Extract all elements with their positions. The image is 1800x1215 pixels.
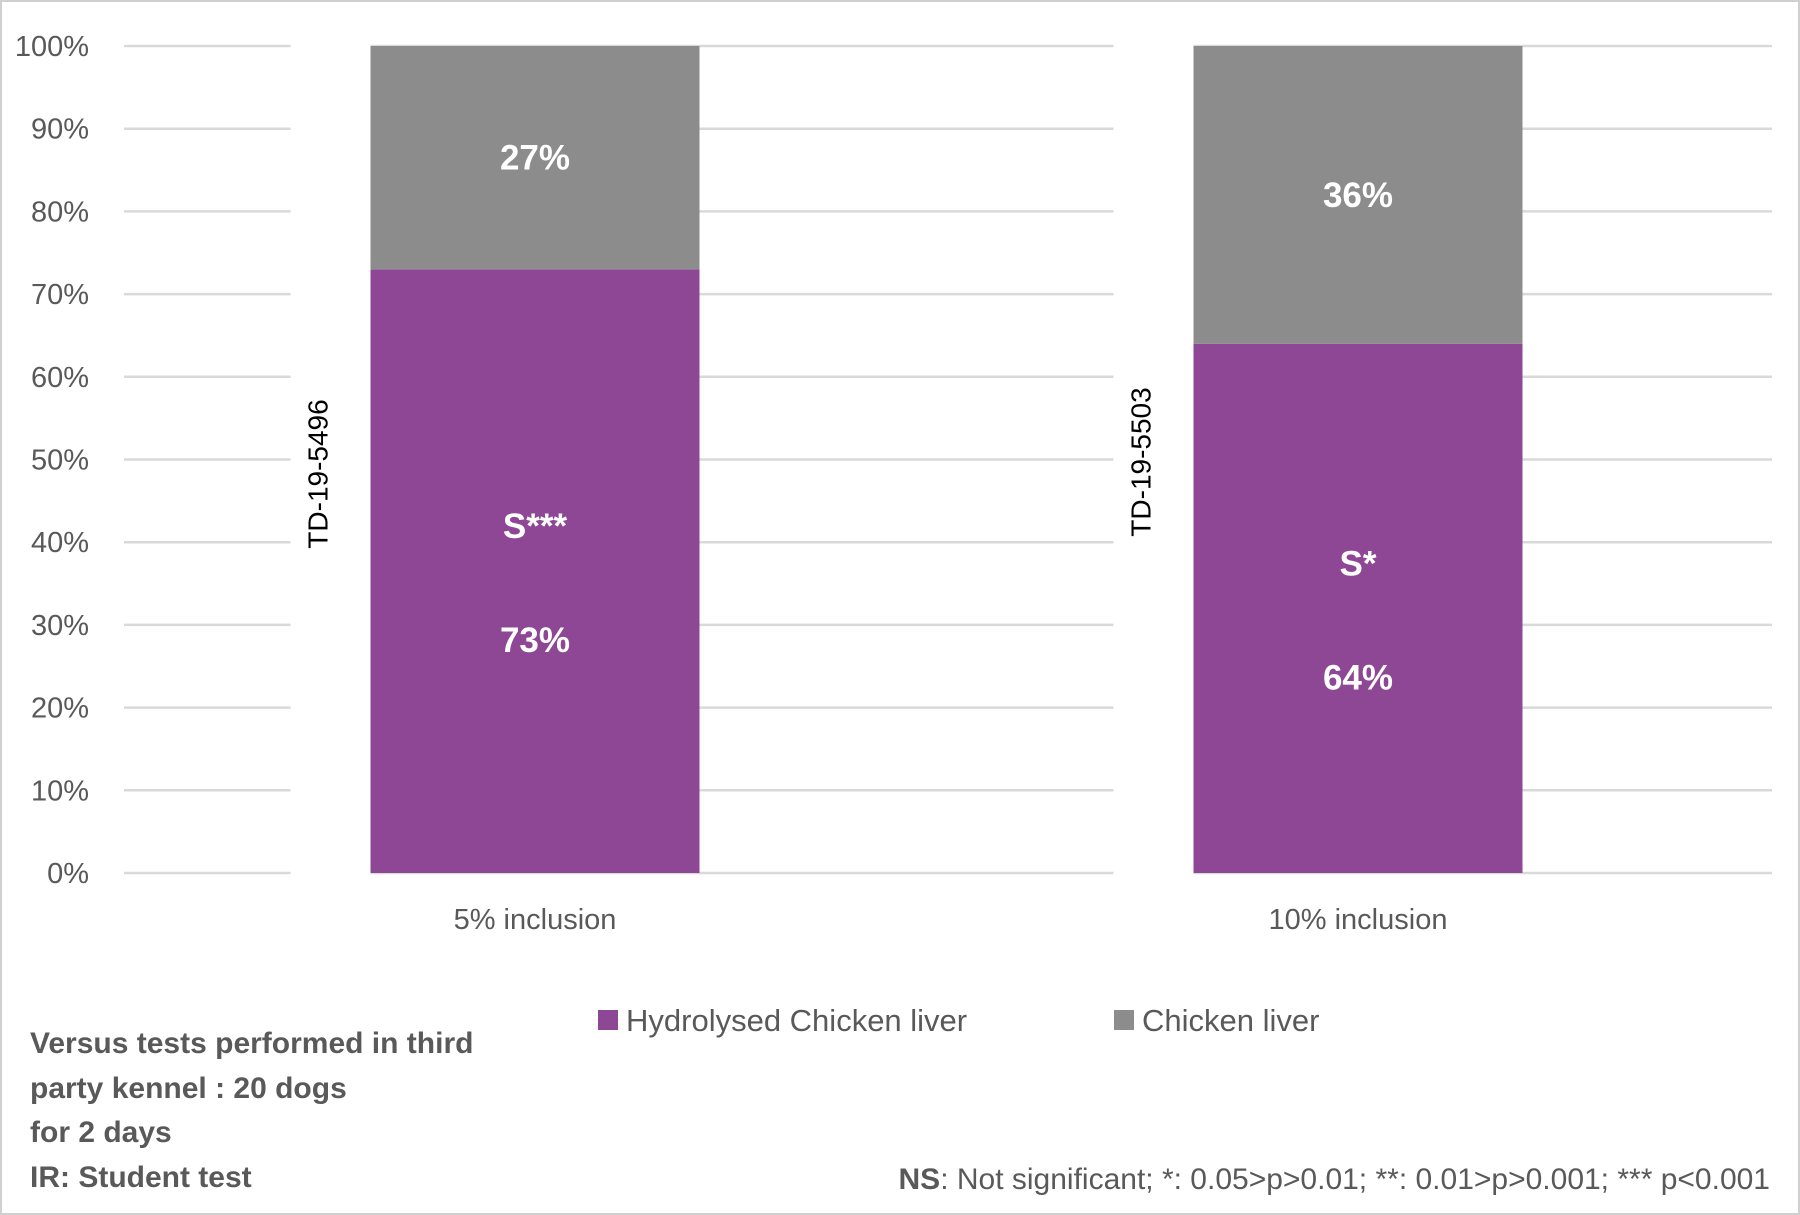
y-tick-label: 70% bbox=[31, 279, 89, 311]
bar-segment bbox=[370, 269, 700, 873]
y-tick-label: 60% bbox=[31, 362, 89, 394]
x-axis: 5% inclusion 10% inclusion bbox=[454, 904, 1448, 936]
legend-item-chicken-liver: Chicken liver bbox=[1114, 1003, 1319, 1039]
legend-item-hydrolysed-chicken-liver: Hydrolysed Chicken liver bbox=[598, 1003, 967, 1039]
data-label: 64% bbox=[1323, 658, 1393, 697]
y-tick-label: 80% bbox=[31, 196, 89, 228]
bars: S*** 73% 27% TD-19-5496 S* 64% 36% TD-19-5503 bbox=[290, 43, 1523, 876]
data-label: 27% bbox=[500, 139, 570, 178]
y-tick-label: 0% bbox=[47, 858, 89, 890]
significance-key: NS bbox=[898, 1163, 941, 1196]
data-label: 73% bbox=[500, 621, 570, 660]
y-tick-label: 40% bbox=[31, 527, 89, 559]
bar-id-label: TD-19-5496 bbox=[303, 399, 334, 548]
y-tick-label: 10% bbox=[31, 775, 89, 807]
stacked-bar-chart: 0% 10% 20% 30% 40% 50% 60% 70% 80% 90% 100% S*** 73… bbox=[15, 31, 1772, 936]
bar-segment bbox=[1193, 46, 1523, 344]
bar-segment bbox=[1193, 343, 1523, 874]
legend-swatch bbox=[1114, 1010, 1134, 1030]
significance-note: NS: Not significant; *: 0.05>p>0.01; **:… bbox=[899, 1163, 1770, 1197]
note-line: for 2 days bbox=[30, 1116, 172, 1149]
x-category-label: 10% inclusion bbox=[1269, 904, 1448, 936]
y-tick-label: 100% bbox=[15, 31, 89, 63]
legend-label: Chicken liver bbox=[1142, 1003, 1320, 1038]
x-category-label: 5% inclusion bbox=[454, 904, 617, 936]
legend-label: Hydrolysed Chicken liver bbox=[626, 1003, 968, 1038]
significance-label: S*** bbox=[503, 507, 568, 546]
y-tick-label: 50% bbox=[31, 445, 89, 477]
y-axis: 0% 10% 20% 30% 40% 50% 60% 70% 80% 90% 100% bbox=[15, 31, 89, 890]
bar-segment bbox=[370, 46, 700, 270]
bar-id-label: TD-19-5503 bbox=[1126, 387, 1157, 536]
label-gap bbox=[1113, 43, 1194, 876]
significance-label: S* bbox=[1340, 544, 1377, 583]
y-tick-label: 30% bbox=[31, 610, 89, 642]
significance-text: : Not significant; *: 0.05>p>0.01; **: 0… bbox=[940, 1163, 1770, 1196]
note-line: party kennel : 20 dogs bbox=[30, 1071, 347, 1105]
legend-swatch bbox=[598, 1010, 618, 1030]
label-gap bbox=[290, 43, 371, 876]
y-tick-label: 20% bbox=[31, 693, 89, 725]
y-tick-label: 90% bbox=[31, 114, 89, 146]
note-line: IR: Student test bbox=[30, 1160, 252, 1194]
data-label: 36% bbox=[1323, 176, 1393, 215]
test-note: Versus tests performed in third party ke… bbox=[30, 1022, 473, 1200]
note-line: Versus tests performed in third bbox=[30, 1027, 474, 1060]
